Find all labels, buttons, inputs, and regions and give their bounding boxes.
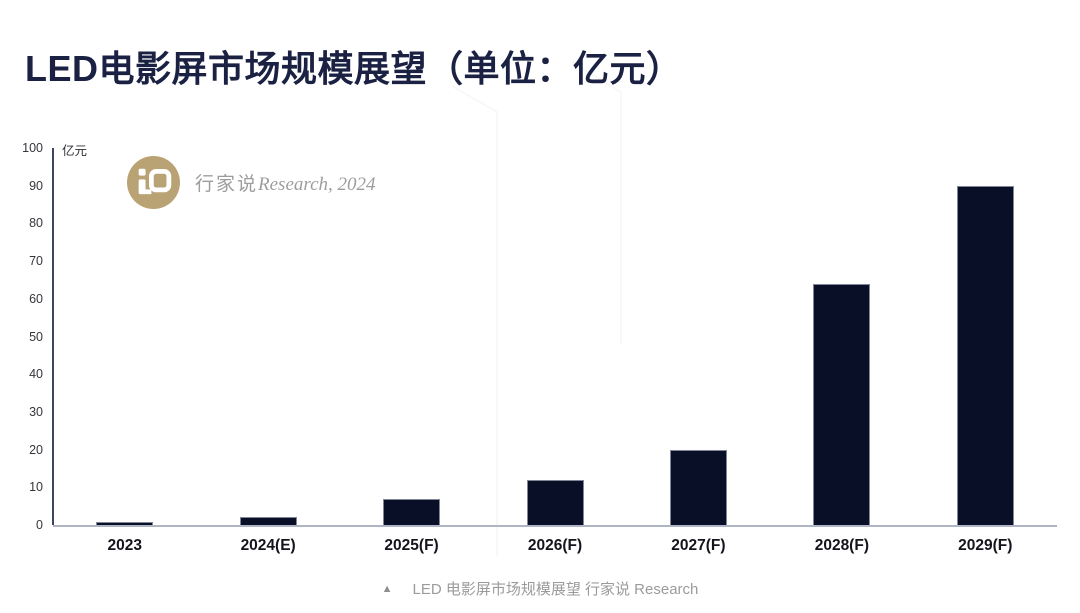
page-title: LED电影屏市场规模展望（单位：亿元） [25, 48, 683, 89]
plot-area: 亿元 0 10 20 30 40 50 60 70 80 90 100 2023 2024(E) 2025… [22, 141, 1057, 554]
y-tick-label-0: 0 [36, 518, 43, 532]
figure-caption: ▲ LED 电影屏市场规模展望 行家说 Research [0, 578, 1080, 599]
bar-2027(F) [669, 449, 727, 525]
y-tick-label-60: 60 [29, 291, 43, 306]
y-tick-label-20: 20 [29, 442, 43, 457]
bar-2024(E) [239, 517, 297, 525]
brand-name: 行家说 [195, 174, 259, 195]
brand-logo-speech-bubble-icon [127, 156, 180, 209]
y-axis-line [52, 148, 54, 525]
y-tick-label-30: 30 [29, 404, 43, 419]
y-tick-label-50: 50 [29, 329, 43, 344]
x-label-2024(E): 2024(E) [240, 537, 296, 554]
x-label-2025(F): 2025(F) [384, 537, 439, 554]
x-label-2027(F): 2027(F) [671, 537, 726, 554]
y-tick-label-40: 40 [29, 367, 43, 382]
y-tick-label-10: 10 [29, 480, 43, 495]
y-tick-label-90: 90 [29, 178, 43, 193]
x-label-2026(F): 2026(F) [527, 537, 583, 554]
y-tick-label-100: 100 [22, 141, 43, 155]
bar-2023 [96, 522, 154, 525]
bar-2025(F) [383, 498, 441, 525]
brand-watermark: 行家说Research, 2024 [127, 156, 376, 209]
x-label-2029(F): 2029(F) [958, 537, 1013, 554]
bar-2028(F) [813, 283, 871, 525]
y-axis-unit-label: 亿元 [62, 144, 88, 158]
brand-watermark-text: 行家说Research, 2024 [195, 169, 376, 196]
y-tick-label-70: 70 [29, 254, 43, 269]
brand-suffix: Research, 2024 [258, 174, 376, 195]
bar-2026(F) [526, 479, 584, 525]
x-label-2028(F): 2028(F) [814, 537, 869, 554]
y-tick-label-80: 80 [29, 216, 43, 231]
bar-2029(F) [956, 185, 1014, 525]
figure-caption-text: LED 电影屏市场规模展望 行家说 Research [412, 581, 699, 598]
x-label-2023: 2023 [107, 537, 142, 554]
triangle-marker-icon: ▲ [381, 582, 393, 595]
